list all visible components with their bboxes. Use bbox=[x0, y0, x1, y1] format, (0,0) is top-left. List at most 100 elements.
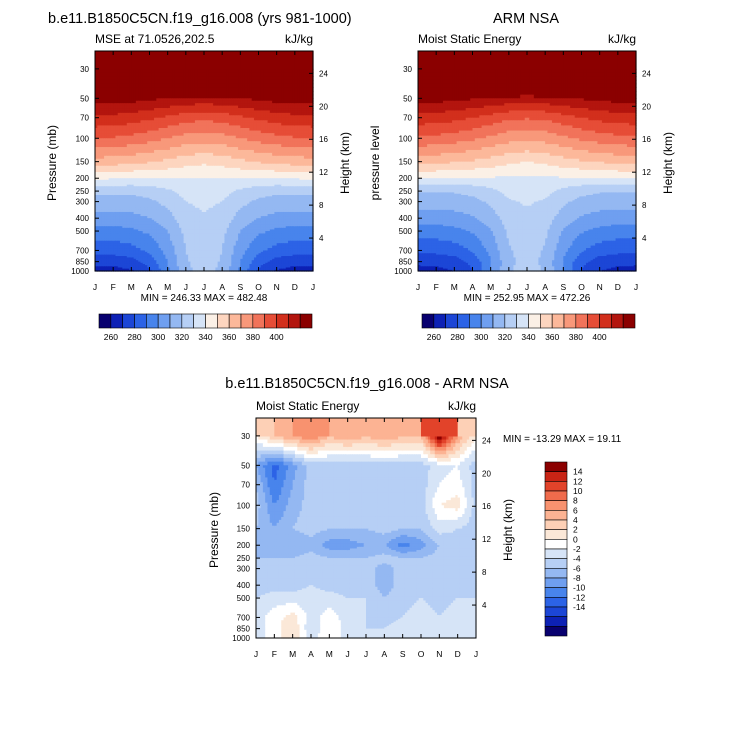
contour-cell bbox=[228, 144, 232, 148]
contour-cell bbox=[231, 117, 235, 121]
contour-cell bbox=[129, 169, 132, 173]
contour-cell bbox=[151, 100, 155, 104]
contour-cell bbox=[106, 120, 110, 124]
contour-cell bbox=[288, 115, 291, 119]
contour-cell bbox=[147, 94, 151, 99]
contour-cell bbox=[303, 155, 307, 160]
contour-cell bbox=[122, 167, 126, 171]
contour-cell bbox=[188, 115, 191, 119]
contour-cell bbox=[144, 169, 148, 173]
contour-cell bbox=[269, 72, 273, 77]
contour-cell bbox=[172, 76, 176, 81]
contour-cell bbox=[208, 76, 212, 81]
contour-cell bbox=[231, 90, 235, 96]
contour-cell bbox=[192, 87, 196, 92]
contour-cell bbox=[160, 87, 164, 92]
contour-cell bbox=[176, 133, 180, 137]
contour-cell bbox=[308, 79, 312, 85]
contour-cell bbox=[267, 90, 271, 96]
contour-cell bbox=[124, 176, 128, 179]
contour-cell bbox=[281, 138, 285, 142]
contour-cell bbox=[117, 152, 121, 157]
contour-cell bbox=[247, 98, 251, 102]
contour-cell bbox=[101, 110, 105, 114]
contour-cell bbox=[95, 161, 98, 165]
contour-cell bbox=[240, 135, 244, 139]
contour-cell bbox=[260, 115, 264, 119]
contour-cell bbox=[181, 128, 185, 132]
contour-cell bbox=[194, 72, 198, 77]
contour-cell bbox=[215, 120, 219, 124]
contour-cell bbox=[106, 68, 110, 74]
contour-cell bbox=[294, 103, 298, 107]
contour-cell bbox=[124, 163, 128, 167]
contour-cell bbox=[133, 155, 137, 160]
contour-cell bbox=[160, 152, 164, 157]
contour-cell bbox=[238, 135, 241, 139]
contour-cell bbox=[242, 76, 246, 81]
contour-cell bbox=[119, 155, 123, 160]
contour-cell bbox=[244, 103, 248, 107]
contour-cell bbox=[97, 141, 101, 145]
contour-cell bbox=[297, 144, 300, 148]
contour-cell bbox=[108, 163, 112, 167]
contour-cell bbox=[172, 141, 176, 145]
contour-cell bbox=[179, 138, 182, 142]
contour-cell bbox=[194, 120, 198, 124]
contour-cell bbox=[122, 152, 126, 157]
contour-cell bbox=[192, 94, 196, 99]
contour-cell bbox=[263, 94, 266, 99]
contour-cell bbox=[288, 130, 291, 134]
contour-cell bbox=[258, 105, 262, 109]
contour-cell bbox=[192, 110, 196, 114]
contour-cell bbox=[122, 122, 126, 127]
contour-cell bbox=[306, 103, 310, 107]
contour-cell bbox=[240, 76, 244, 81]
contour-cell bbox=[169, 144, 173, 148]
contour-cell bbox=[160, 155, 164, 160]
contour-cell bbox=[231, 138, 235, 142]
contour-cell bbox=[99, 83, 103, 88]
contour-cell bbox=[113, 163, 117, 167]
contour-cell bbox=[233, 135, 237, 139]
contour-cell bbox=[179, 125, 182, 129]
contour-cell bbox=[265, 149, 269, 154]
contour-cell bbox=[122, 144, 126, 148]
contour-cell bbox=[242, 120, 246, 124]
contour-cell bbox=[131, 163, 135, 167]
contour-cell bbox=[165, 103, 169, 107]
contour-cell bbox=[297, 130, 300, 134]
contour-cell bbox=[194, 90, 198, 96]
contour-cell bbox=[135, 128, 139, 132]
contour-cell bbox=[208, 72, 212, 77]
contour-cell bbox=[163, 125, 166, 129]
contour-cell bbox=[192, 90, 196, 96]
contour-cell bbox=[276, 155, 280, 160]
contour-cell bbox=[235, 112, 239, 116]
contour-cell bbox=[156, 98, 160, 102]
contour-cell bbox=[138, 167, 142, 171]
contour-cell bbox=[208, 83, 212, 88]
contour-cell bbox=[101, 158, 105, 163]
contour-cell bbox=[104, 165, 107, 169]
contour-cell bbox=[156, 94, 160, 99]
contour-cell bbox=[276, 128, 280, 132]
contour-cell bbox=[104, 163, 107, 167]
contour-cell bbox=[95, 135, 98, 139]
contour-cell bbox=[172, 128, 176, 132]
contour-cell bbox=[181, 103, 185, 107]
contour-cell bbox=[253, 158, 257, 163]
contour-cell bbox=[167, 122, 171, 127]
contour-cell bbox=[269, 100, 273, 104]
contour-cell bbox=[281, 149, 285, 154]
contour-cell bbox=[276, 133, 280, 137]
contour-cell bbox=[301, 98, 305, 102]
contour-cell bbox=[163, 94, 166, 99]
contour-cell bbox=[115, 152, 119, 157]
contour-cell bbox=[238, 90, 241, 96]
contour-cell bbox=[281, 76, 285, 81]
contour-cell bbox=[97, 125, 101, 129]
contour-cell bbox=[301, 90, 305, 96]
contour-cell bbox=[154, 98, 157, 102]
